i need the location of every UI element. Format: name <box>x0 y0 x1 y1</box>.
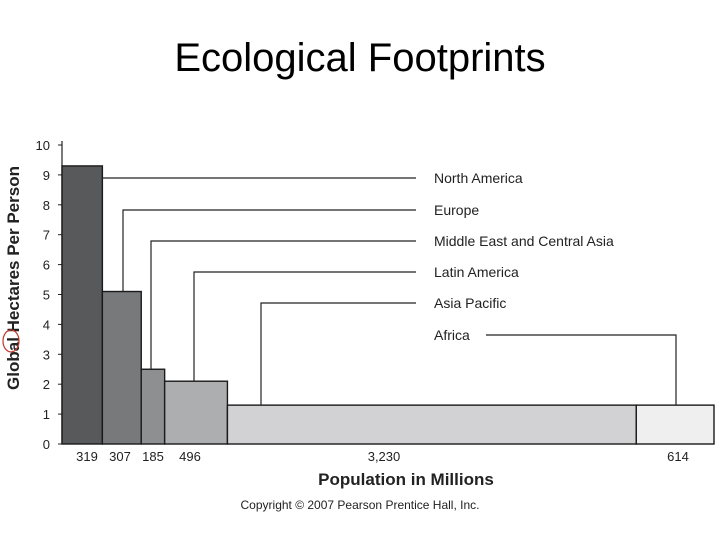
callout-line <box>193 271 416 382</box>
legend-label: North America <box>434 170 523 186</box>
y-tick-label: 7 <box>43 228 50 243</box>
highlight-circle <box>2 329 20 353</box>
y-tick-label: 5 <box>43 288 50 303</box>
y-tick-label: 2 <box>43 377 50 392</box>
y-tick-label: 1 <box>43 407 50 422</box>
bar-asia-pacific <box>226 404 637 445</box>
callout-line <box>150 240 416 370</box>
y-axis: 0 1 2 3 4 5 6 7 8 9 10 <box>36 138 63 452</box>
y-tick-label: 8 <box>43 198 50 213</box>
x-axis-title: Population in Millions <box>318 470 494 489</box>
bar-europe <box>101 290 142 445</box>
bar-africa <box>635 404 715 445</box>
legend-label: Middle East and Central Asia <box>434 233 614 249</box>
callout-line <box>260 302 416 406</box>
callout-line <box>122 209 416 292</box>
bar-north-america <box>61 165 104 445</box>
legend-label: Africa <box>434 327 470 343</box>
legend-label: Latin America <box>434 264 519 280</box>
x-tick-label: 319 <box>76 449 98 464</box>
callout-line <box>486 334 677 406</box>
legend-label: Asia Pacific <box>434 295 506 311</box>
bars <box>61 165 715 445</box>
y-tick-label: 10 <box>36 138 50 153</box>
legend: North America Europe Middle East and Centr… <box>434 170 614 343</box>
x-tick-label: 307 <box>109 449 131 464</box>
callout-lines <box>102 177 677 406</box>
copyright-text: Copyright © 2007 Pearson Prentice Hall, … <box>240 498 480 512</box>
bar-middle-east-and-central-asia <box>140 368 166 445</box>
y-tick-label: 3 <box>43 347 50 362</box>
legend-label: Europe <box>434 202 479 218</box>
y-tick-label: 4 <box>43 317 50 332</box>
x-tick-label: 3,230 <box>368 449 401 464</box>
y-axis-title: Global Hectares Per Person <box>4 166 23 390</box>
x-tick-label: 496 <box>179 449 201 464</box>
slide-title: Ecological Footprints <box>174 36 546 80</box>
x-tick-label: 614 <box>667 449 689 464</box>
y-tick-label: 6 <box>43 258 50 273</box>
y-tick-label: 0 <box>43 437 50 452</box>
x-tick-labels: 319 307 185 496 3,230 614 <box>76 449 689 464</box>
x-tick-label: 185 <box>142 449 164 464</box>
y-tick-label: 9 <box>43 168 50 183</box>
bar-latin-america <box>163 380 229 445</box>
